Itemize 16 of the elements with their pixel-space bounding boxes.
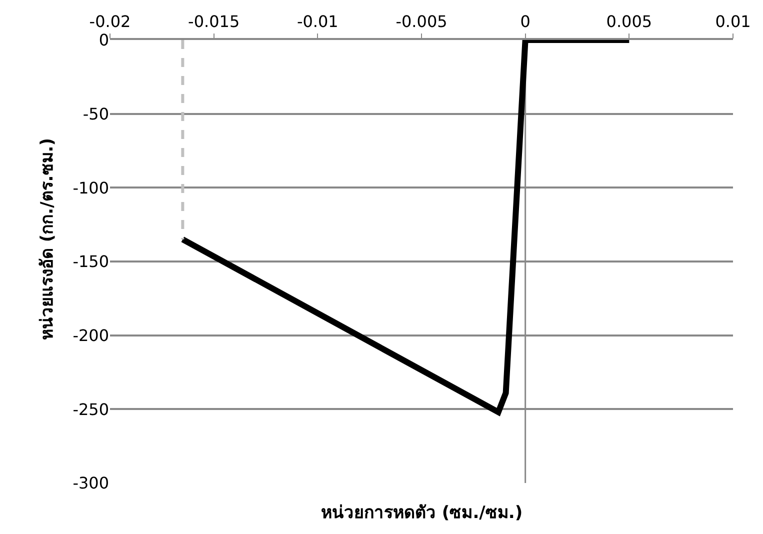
x-tick-label: -0.01 (296, 12, 338, 31)
x-tick-label: 0.005 (606, 12, 652, 31)
x-tick-label: -0.015 (188, 12, 240, 31)
y-axis-title: หน่วยแรงอัด (กก./ตร.ซม.) (37, 138, 58, 340)
y-tick-label: -300 (72, 474, 109, 493)
y-tick-label: -250 (72, 400, 109, 419)
x-tick-label: 0 (520, 12, 530, 31)
x-tick-label: -0.02 (89, 12, 131, 31)
x-axis-title: หน่วยการหดตัว (ซม./ซม.) (321, 503, 523, 523)
y-tick-label: -100 (72, 178, 109, 198)
x-tick-label: -0.005 (396, 12, 448, 31)
x-tick-label: 0.01 (715, 12, 751, 31)
y-tick-label: 0 (98, 30, 109, 50)
y-tick-label: -200 (72, 326, 109, 345)
y-tick-label: -50 (82, 104, 109, 124)
y-tick-label: -150 (72, 252, 109, 272)
